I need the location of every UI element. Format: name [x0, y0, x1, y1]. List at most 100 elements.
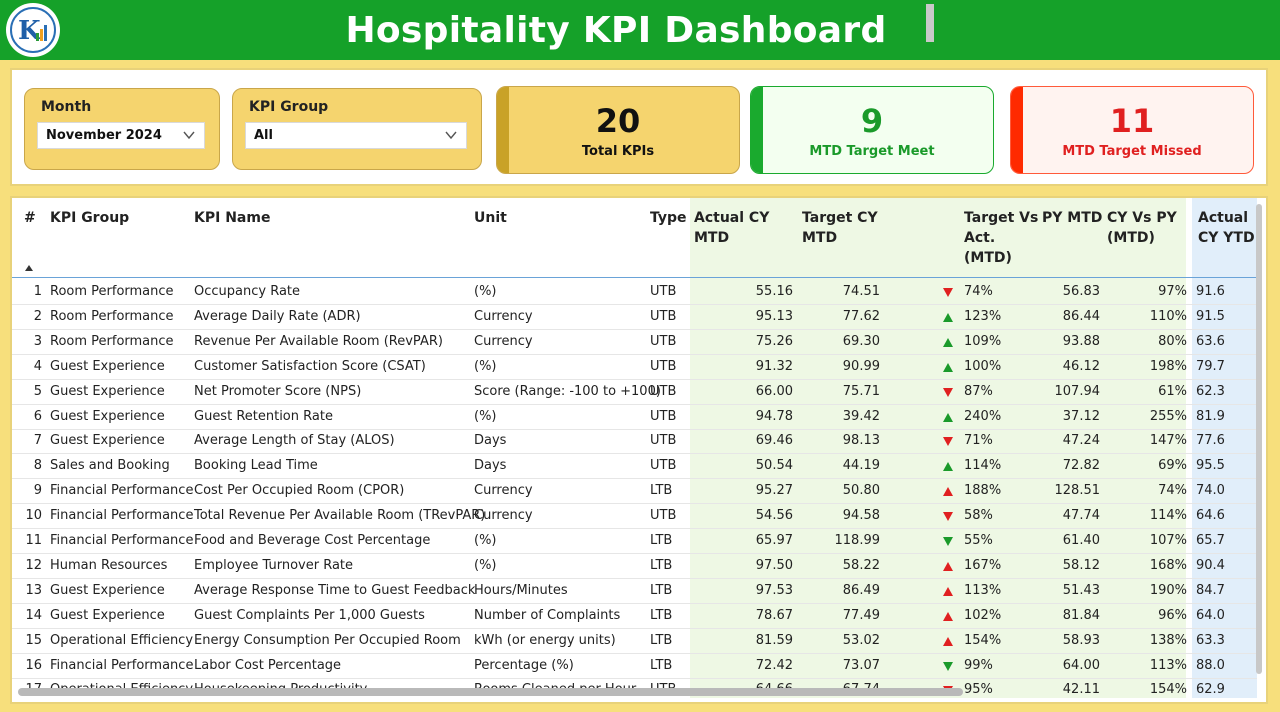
- cell-actual-cy-mtd: 54.56: [755, 508, 793, 524]
- cell-kpi-group: Guest Experience: [50, 607, 165, 623]
- cell-actual-cy-ytd: 64.6: [1196, 508, 1225, 524]
- cell-unit: Number of Complaints: [474, 607, 621, 623]
- cell-cy-vs-py: 168%: [1149, 557, 1187, 573]
- header-target-cy-mtd[interactable]: Target CY MTD: [802, 208, 878, 248]
- cell-num: 7: [33, 433, 42, 449]
- cell-num: 12: [25, 557, 42, 573]
- header-py-mtd[interactable]: PY MTD: [1042, 210, 1103, 226]
- cell-actual-cy-mtd: 81.59: [755, 632, 793, 648]
- cell-actual-cy-mtd: 66.00: [755, 383, 793, 399]
- header-kpi-name[interactable]: KPI Name: [194, 210, 271, 226]
- trend-down-icon: [943, 661, 953, 671]
- target-missed-card: 11 MTD Target Missed: [1010, 86, 1254, 174]
- table-row[interactable]: 5 Guest Experience Net Promoter Score (NPS…: [12, 380, 1257, 405]
- table-row[interactable]: 16 Financial Performance Labor Cost Percen…: [12, 654, 1257, 679]
- table-row[interactable]: 7 Guest Experience Average Length of Stay …: [12, 429, 1257, 455]
- cell-target-cy-mtd: 86.49: [842, 582, 880, 598]
- cell-num: 16: [25, 657, 42, 673]
- header-type[interactable]: Type: [650, 210, 687, 226]
- header-target-vs-act[interactable]: Target Vs Act. (MTD): [964, 208, 1038, 268]
- table-row[interactable]: 1 Room Performance Occupancy Rate (%) UTB 55…: [12, 280, 1257, 305]
- cell-actual-cy-mtd: 75.26: [755, 333, 793, 349]
- header-line: Act.: [964, 230, 996, 246]
- table-row[interactable]: 4 Guest Experience Customer Satisfaction S…: [12, 355, 1257, 380]
- sort-ascending-icon[interactable]: [24, 264, 34, 272]
- table-row[interactable]: 9 Financial Performance Cost Per Occupied …: [12, 479, 1257, 505]
- cell-unit: (%): [474, 358, 497, 374]
- cell-kpi-group: Financial Performance: [50, 483, 194, 499]
- header-line: CY Vs PY: [1107, 210, 1177, 226]
- cell-num: 9: [33, 483, 42, 499]
- kpi-group-slicer: KPI Group All: [232, 88, 482, 170]
- cell-actual-cy-ytd: 88.0: [1196, 657, 1225, 673]
- cell-type: UTB: [650, 433, 677, 449]
- cell-actual-cy-mtd: 50.54: [755, 458, 793, 474]
- card-accent: [1011, 87, 1023, 173]
- cell-kpi-name: Total Revenue Per Available Room (TRevPA…: [194, 508, 486, 524]
- cell-actual-cy-ytd: 91.6: [1196, 284, 1225, 299]
- table-row[interactable]: 13 Guest Experience Average Response Time …: [12, 579, 1257, 604]
- cell-kpi-group: Guest Experience: [50, 408, 165, 424]
- cell-py-mtd: 72.82: [1062, 458, 1100, 474]
- cell-actual-cy-ytd: 63.6: [1196, 333, 1225, 349]
- cell-target-vs-act: 100%: [964, 358, 1002, 374]
- header-actual-cy-ytd[interactable]: Actual CY YTD: [1198, 208, 1255, 248]
- cell-target-vs-act: 113%: [964, 582, 1002, 598]
- horizontal-scrollbar[interactable]: [18, 688, 963, 696]
- table-row[interactable]: 2 Room Performance Average Daily Rate (ADR…: [12, 305, 1257, 330]
- dashboard-header: K Hospitality KPI Dashboard: [0, 0, 1280, 60]
- cell-actual-cy-mtd: 55.16: [755, 284, 793, 299]
- cell-kpi-name: Revenue Per Available Room (RevPAR): [194, 333, 443, 349]
- cell-type: LTB: [650, 632, 673, 648]
- cell-py-mtd: 58.93: [1062, 632, 1100, 648]
- cell-unit: Percentage (%): [474, 657, 574, 673]
- target-met-value: 9: [860, 101, 884, 140]
- cell-kpi-name: Average Length of Stay (ALOS): [194, 433, 395, 449]
- filter-card-panel: Month November 2024 KPI Group All 20 Tot…: [10, 68, 1268, 186]
- cell-kpi-group: Financial Performance: [50, 508, 194, 524]
- cell-py-mtd: 61.40: [1062, 533, 1100, 548]
- cell-unit: Currency: [474, 508, 533, 524]
- table-row[interactable]: 12 Human Resources Employee Turnover Rate …: [12, 554, 1257, 579]
- cell-kpi-group: Guest Experience: [50, 582, 165, 598]
- cell-target-vs-act: 114%: [964, 458, 1002, 474]
- vertical-scrollbar[interactable]: [1256, 204, 1262, 674]
- table-row[interactable]: 11 Financial Performance Food and Beverage…: [12, 529, 1257, 554]
- month-slicer-label: Month: [41, 99, 92, 115]
- cell-num: 14: [25, 607, 42, 623]
- header-num[interactable]: #: [24, 210, 36, 226]
- cell-type: LTB: [650, 557, 673, 573]
- cell-num: 5: [33, 383, 42, 399]
- cell-actual-cy-mtd: 91.32: [755, 358, 793, 374]
- header-unit[interactable]: Unit: [474, 210, 507, 226]
- cell-kpi-name: Customer Satisfaction Score (CSAT): [194, 358, 426, 374]
- table-row[interactable]: 8 Sales and Booking Booking Lead Time Days U…: [12, 454, 1257, 480]
- trend-up-icon: [943, 636, 953, 646]
- header-line: Target Vs: [964, 210, 1039, 226]
- cell-target-cy-mtd: 53.02: [842, 632, 880, 648]
- cell-type: UTB: [650, 383, 677, 399]
- cell-target-vs-act: 109%: [964, 333, 1002, 349]
- cell-unit: Score (Range: -100 to +100): [474, 383, 661, 399]
- cell-cy-vs-py: 198%: [1149, 358, 1187, 374]
- cell-target-vs-act: 71%: [964, 433, 993, 449]
- cell-actual-cy-mtd: 97.53: [755, 582, 793, 598]
- cell-py-mtd: 107.94: [1054, 383, 1101, 399]
- cell-target-vs-act: 74%: [964, 284, 993, 299]
- header-kpi-group[interactable]: KPI Group: [50, 210, 130, 226]
- cell-target-vs-act: 123%: [964, 308, 1002, 324]
- table-row[interactable]: 14 Guest Experience Guest Complaints Per 1…: [12, 604, 1257, 629]
- mtd-columns-bg: [690, 198, 1186, 698]
- kpi-group-dropdown[interactable]: All: [245, 122, 467, 149]
- cell-cy-vs-py: 69%: [1158, 458, 1187, 474]
- header-actual-cy-mtd[interactable]: Actual CY MTD: [694, 208, 769, 248]
- table-row[interactable]: 6 Guest Experience Guest Retention Rate (%…: [12, 405, 1257, 430]
- header-cy-vs-py[interactable]: CY Vs PY (MTD): [1107, 208, 1177, 248]
- header-line: Actual CY: [694, 210, 770, 226]
- table-row[interactable]: 15 Operational Efficiency Energy Consumpti…: [12, 629, 1257, 654]
- month-dropdown[interactable]: November 2024: [37, 122, 205, 149]
- cell-kpi-group: Room Performance: [50, 333, 174, 349]
- page-title: Hospitality KPI Dashboard: [345, 9, 887, 51]
- table-row[interactable]: 3 Room Performance Revenue Per Available R…: [12, 330, 1257, 355]
- table-row[interactable]: 10 Financial Performance Total Revenue Per…: [12, 504, 1257, 530]
